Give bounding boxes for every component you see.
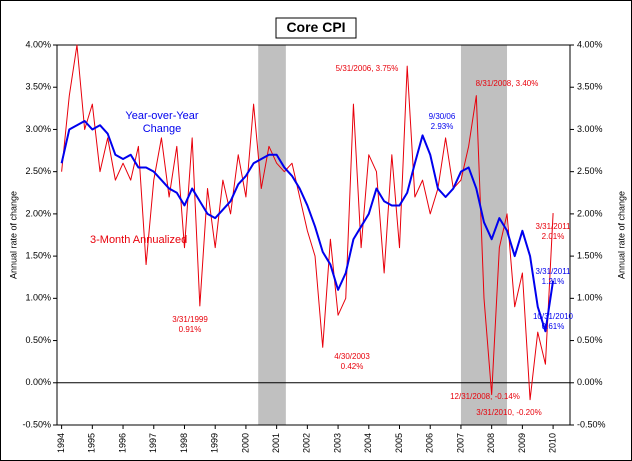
x-tick-label: 2003	[332, 433, 342, 453]
y2-tick-label: 0.50%	[577, 335, 603, 345]
y-tick-label: 1.00%	[25, 293, 51, 303]
recession-band	[460, 45, 508, 425]
x-tick-label: 1996	[117, 433, 127, 453]
annotation: 9/30/06	[429, 112, 456, 121]
x-tick-label: 1997	[148, 433, 158, 453]
y-tick-label: 2.00%	[25, 208, 51, 218]
annotation: 3/31/2010, -0.20%	[476, 408, 541, 417]
x-tick-label: 2002	[302, 433, 312, 453]
x-tick-label: 1994	[56, 433, 66, 453]
y-tick-label: -0.50%	[22, 419, 51, 429]
annotation: 8/31/2008, 3.40%	[476, 79, 539, 88]
y2-tick-label: 4.00%	[577, 39, 603, 49]
y2-tick-label: 1.50%	[577, 250, 603, 260]
y-tick-label: 3.50%	[25, 82, 51, 92]
annotation: 5/31/2006, 3.75%	[336, 64, 399, 73]
annotation: 3-Month Annualized	[90, 234, 187, 246]
y-tick-label: 4.00%	[25, 39, 51, 49]
y2-axis-title: Annual rate of change	[616, 191, 626, 279]
annotation: Year-over-Year	[125, 110, 199, 122]
annotation: 4/30/2003	[334, 352, 370, 361]
annotation: 10/31/2010	[533, 312, 574, 321]
x-tick-label: 2007	[455, 433, 465, 453]
y-axis-title: Annual rate of change	[8, 191, 18, 279]
y2-tick-label: 3.00%	[577, 124, 603, 134]
y-tick-label: 0.50%	[25, 335, 51, 345]
annotation: 0.42%	[341, 362, 364, 371]
annotation: 2.93%	[431, 122, 454, 131]
x-tick-label: 2005	[394, 433, 404, 453]
y-tick-label: 1.50%	[25, 250, 51, 260]
x-tick-label: 2004	[363, 433, 373, 453]
annotation: 3/31/2011	[536, 267, 572, 276]
x-tick-label: 2001	[271, 433, 281, 453]
x-tick-label: 2009	[517, 433, 527, 453]
annotation: 1.21%	[542, 277, 565, 286]
recession-band	[258, 45, 286, 425]
x-tick-label: 2010	[547, 433, 557, 453]
title-box	[275, 17, 357, 39]
y-tick-label: 0.00%	[25, 377, 51, 387]
annotation: 12/31/2008, -0.14%	[450, 392, 520, 401]
x-tick-label: 2000	[240, 433, 250, 453]
x-tick-label: 1998	[179, 433, 189, 453]
x-tick-label: 1995	[87, 433, 97, 453]
y-tick-label: 2.50%	[25, 166, 51, 176]
chart-title: Core CPI	[286, 19, 345, 35]
x-tick-label: 2006	[425, 433, 435, 453]
annotation: 3/31/2011	[536, 222, 572, 231]
annotation: 0.61%	[542, 322, 565, 331]
y2-tick-label: -0.50%	[577, 419, 606, 429]
annotation: 0.91%	[179, 325, 202, 334]
y2-tick-label: 2.00%	[577, 208, 603, 218]
annotation: Change	[143, 123, 182, 135]
x-tick-label: 2008	[486, 433, 496, 453]
series-line	[61, 44, 554, 401]
y2-tick-label: 3.50%	[577, 82, 603, 92]
y-tick-label: 3.00%	[25, 124, 51, 134]
series-line	[60, 120, 555, 333]
y2-tick-label: 2.50%	[577, 166, 603, 176]
annotation: 3/31/1999	[172, 315, 208, 324]
plot-frame	[56, 44, 571, 426]
y2-tick-label: 0.00%	[577, 377, 603, 387]
annotation: 2.01%	[542, 232, 565, 241]
x-tick-label: 1999	[210, 433, 220, 453]
y2-tick-label: 1.00%	[577, 293, 603, 303]
